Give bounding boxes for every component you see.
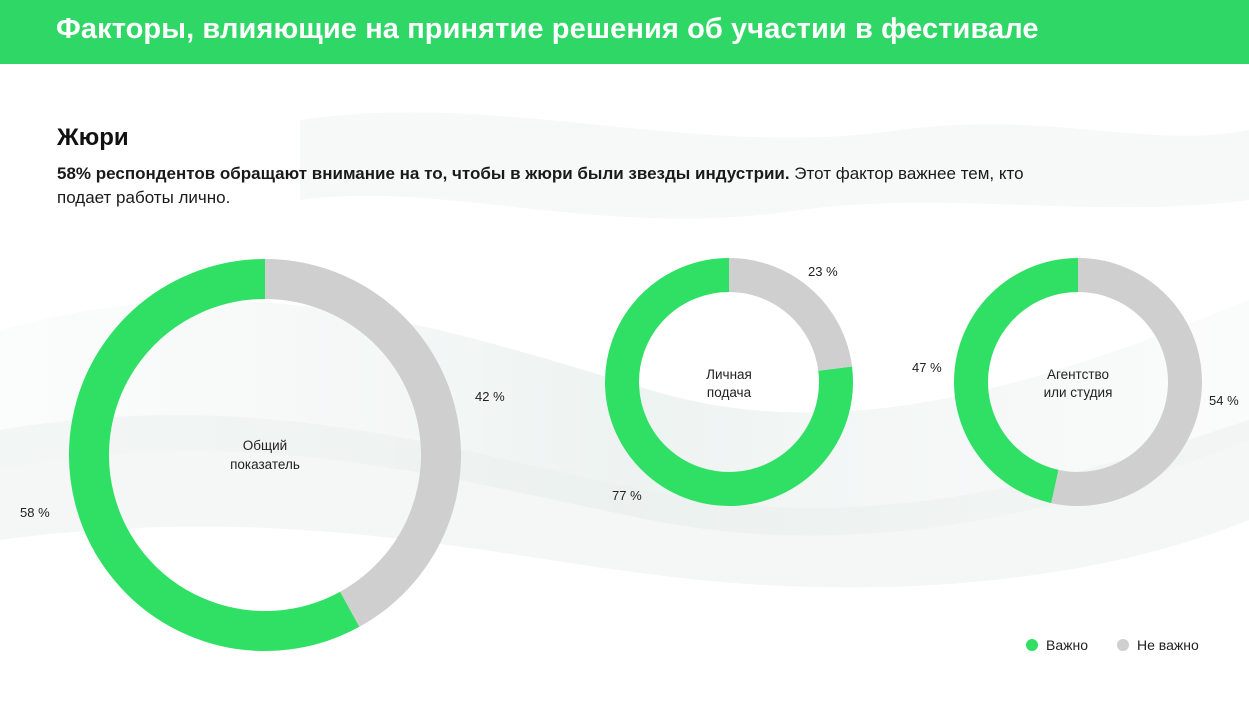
section-description: 58% респондентов обращают внимание на то… [57, 162, 1057, 210]
header-bar: Факторы, влияющие на принятие решения об… [0, 0, 1249, 64]
donut-agency-slice-not-important [1051, 258, 1202, 506]
page-title: Факторы, влияющие на принятие решения об… [56, 13, 1039, 45]
donut-overall-center-label: Общий [243, 438, 287, 453]
donut-personal-center-label: подача [707, 385, 752, 400]
donut-overall-slice-not-important [264, 259, 461, 627]
donut-overall-center-label: показатель [230, 457, 300, 472]
donut-personal-slice-not-important [728, 258, 853, 372]
description-rest: Этот фактор важнее тем, кто подает работ… [57, 164, 1024, 207]
section-title: Жюри [57, 124, 129, 151]
legend-important-label: Важно [1046, 637, 1089, 653]
legend-important-dot [1026, 639, 1038, 651]
donut-agency-label-important: 47 % [912, 360, 942, 375]
donut-agency-center-label: Агентство [1047, 367, 1109, 382]
donut-personal-center-label: Личная [706, 367, 752, 382]
donut-agency-center-label: или студия [1044, 385, 1113, 400]
legend-not-important-dot [1117, 639, 1129, 651]
donut-agency-label-not-important: 54 % [1209, 393, 1239, 408]
legend-important: Важно [1026, 637, 1088, 653]
legend-not-important: Не важно [1117, 637, 1199, 653]
donut-personal-label-not-important: 23 % [808, 264, 838, 279]
donut-overall-label-not-important: 42 % [475, 389, 505, 404]
legend-not-important-label: Не важно [1137, 637, 1199, 653]
description-bold: 58% респондентов обращают внимание на то… [57, 164, 790, 183]
donut-personal-slice-important [605, 258, 853, 506]
donut-overall-slice-important [69, 259, 360, 651]
donut-agency-slice-important [954, 258, 1079, 504]
donut-personal-label-important: 77 % [612, 488, 642, 503]
donut-overall-label-important: 58 % [20, 505, 50, 520]
